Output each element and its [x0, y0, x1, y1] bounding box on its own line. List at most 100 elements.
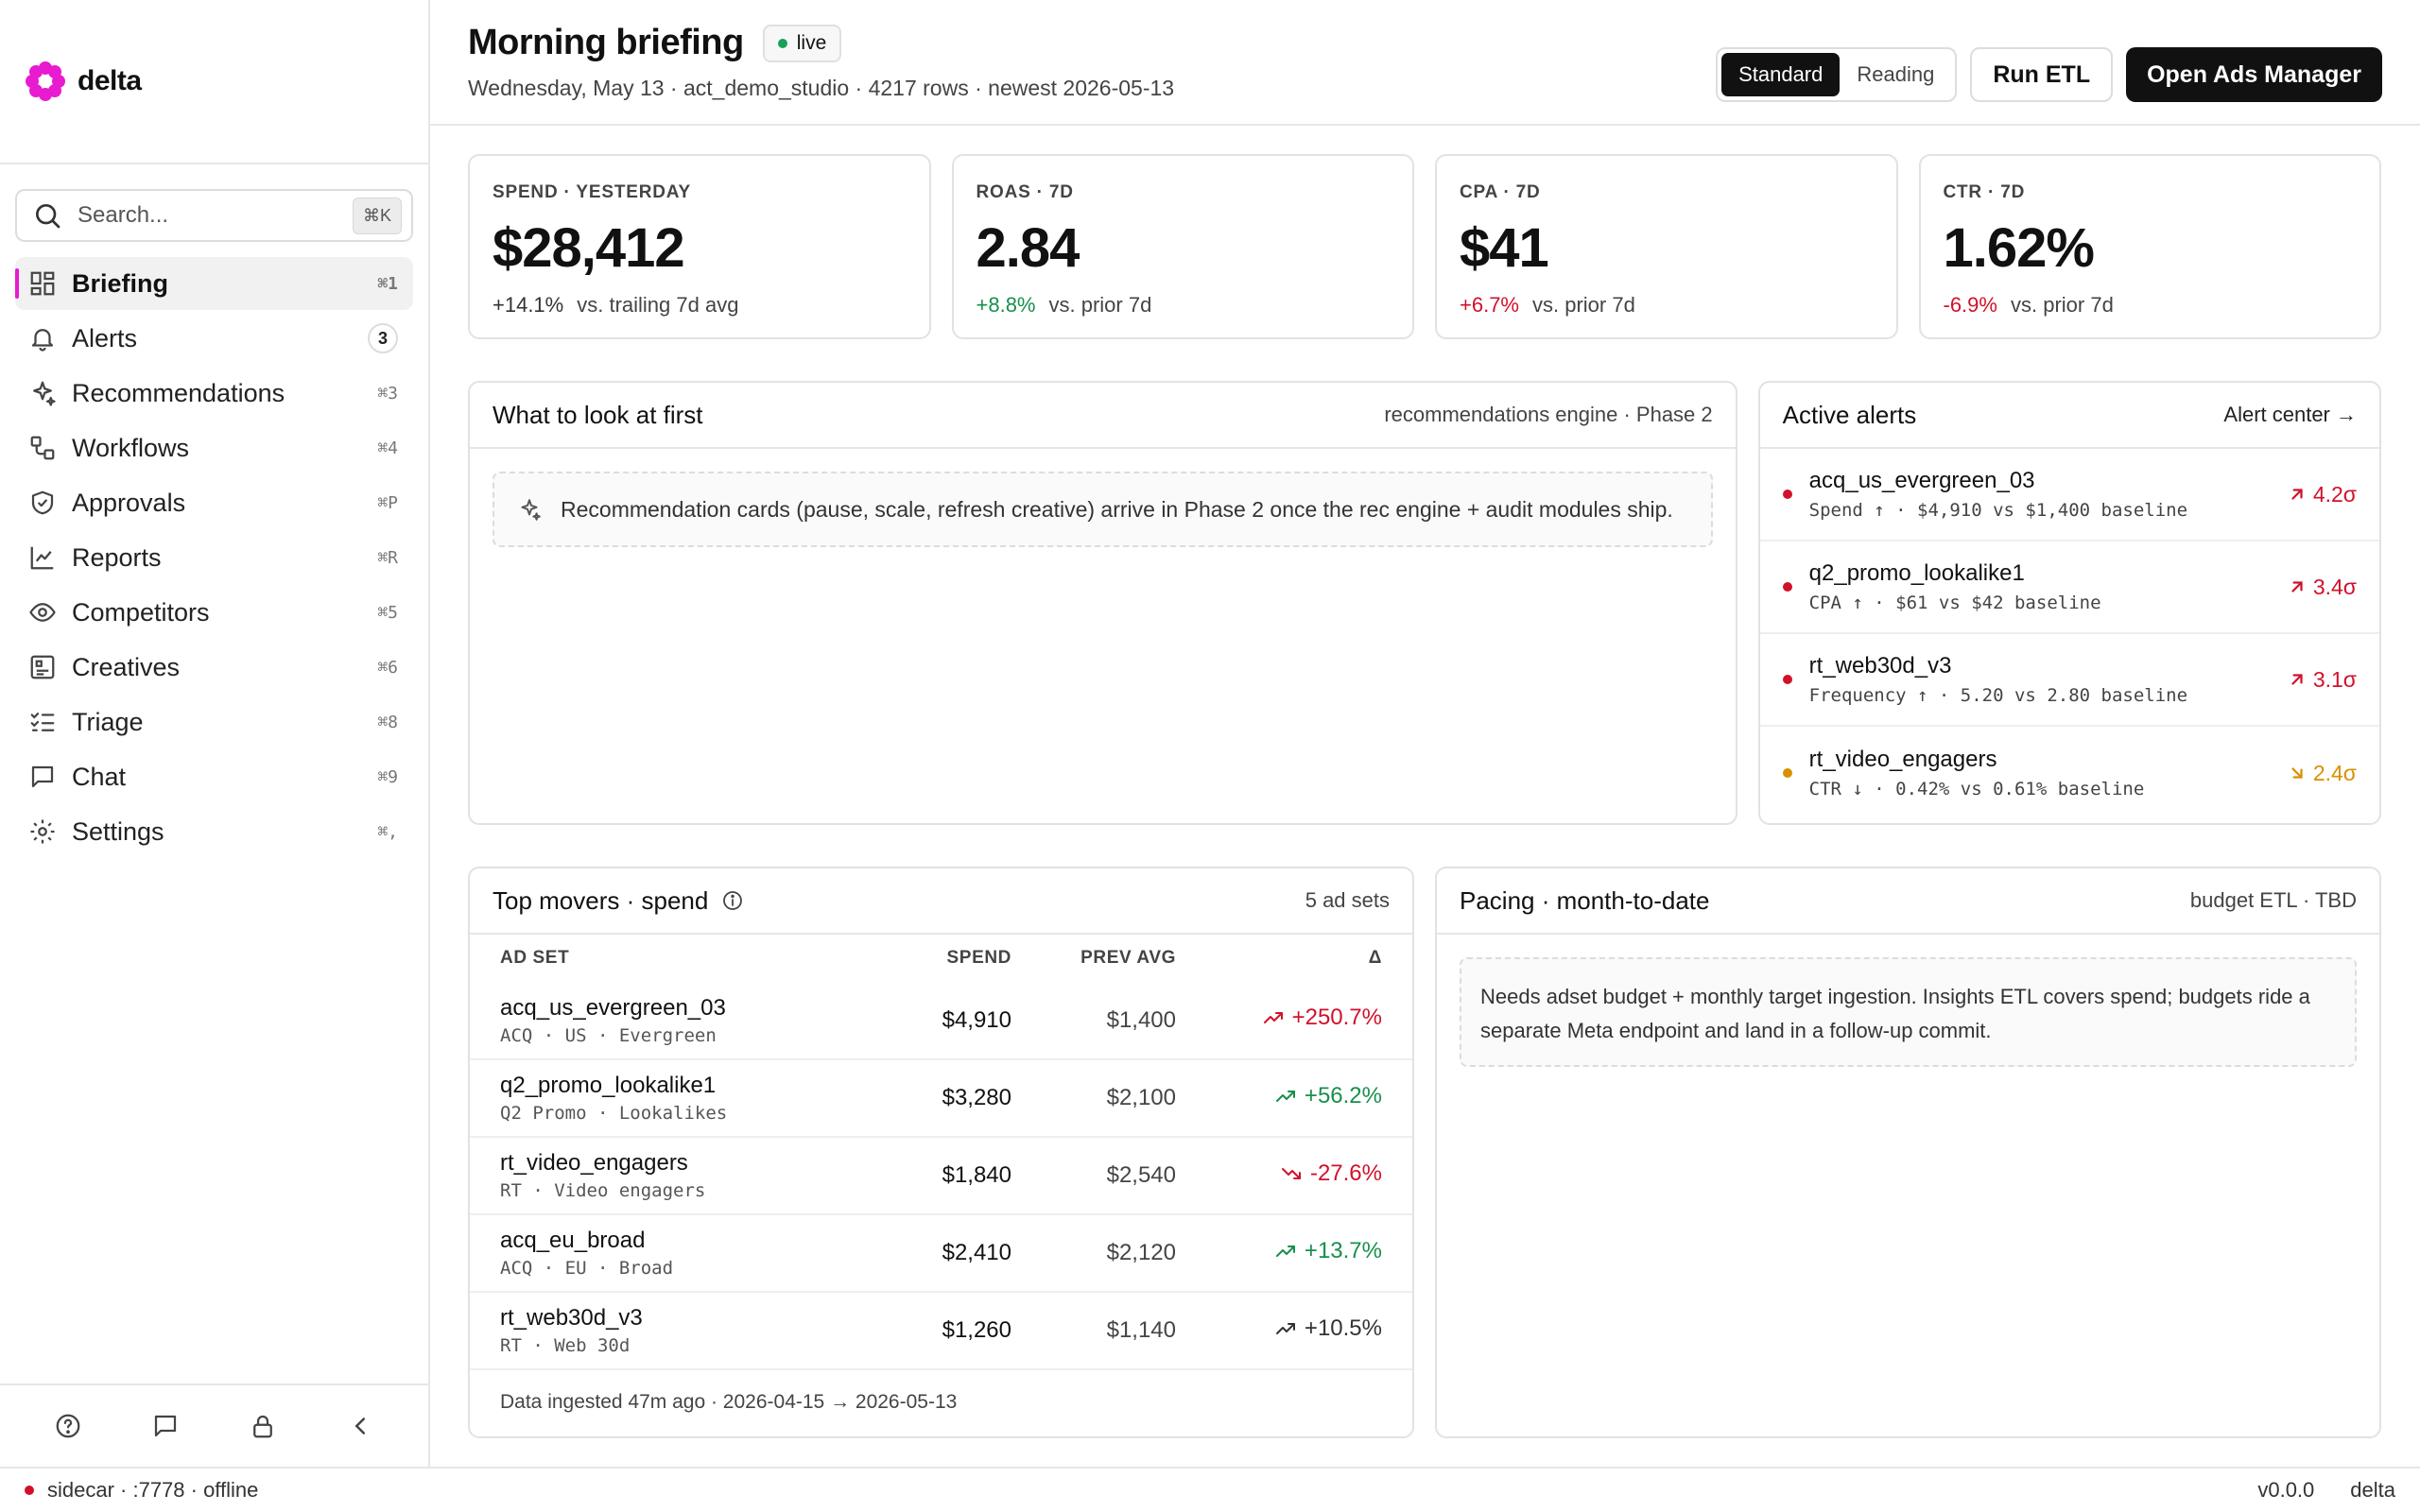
- view-reading-button[interactable]: Reading: [1857, 62, 1935, 86]
- shield-check-icon: [31, 490, 54, 515]
- col-spend[interactable]: SPEND: [946, 948, 1011, 968]
- kpi-compare: vs. prior 7d: [1048, 293, 1152, 317]
- sidebar-item-alerts[interactable]: Alerts 3: [15, 312, 413, 365]
- eye-icon: [29, 603, 56, 622]
- adset-sub: ACQ · EU · Broad: [500, 1258, 674, 1279]
- col-adset[interactable]: AD SET: [500, 948, 570, 968]
- sidebar-item-briefing[interactable]: Briefing ⌘1: [15, 257, 413, 310]
- alert-item[interactable]: rt_video_engagers CTR ↓ · 0.42% vs 0.61%…: [1760, 727, 2379, 819]
- alert-center-link[interactable]: Alert center →: [2223, 403, 2357, 426]
- run-etl-button[interactable]: Run ETL: [1970, 47, 2114, 102]
- sidebar-item-label: Reports: [72, 542, 162, 572]
- list-checks-icon: [30, 713, 55, 731]
- sidebar-item-creatives[interactable]: Creatives ⌘6: [15, 641, 413, 694]
- sidebar-item-label: Competitors: [72, 597, 210, 627]
- panel-meta: 5 ad sets: [1305, 888, 1390, 912]
- kpi-value: $41: [1460, 217, 1549, 279]
- row-insights: What to look at first recommendations en…: [468, 381, 2381, 825]
- help-icon[interactable]: [54, 1412, 82, 1440]
- delta-cell: +13.7%: [1304, 1237, 1382, 1263]
- shortcut-hint: ⌘8: [377, 712, 398, 732]
- alert-item[interactable]: rt_web30d_v3 Frequency ↑ · 5.20 vs 2.80 …: [1759, 634, 2379, 727]
- sidebar-item-chat[interactable]: Chat ⌘9: [15, 750, 413, 803]
- table-row[interactable]: q2_promo_lookalike1 Q2 Promo · Lookalikes…: [470, 1059, 1412, 1138]
- panel-meta: recommendations engine · Phase 2: [1384, 403, 1713, 426]
- kpi-card-spend[interactable]: SPEND · YESTERDAY $28,412 +14.1% vs. trai…: [468, 154, 931, 339]
- sidebar-item-settings[interactable]: Settings ⌘,: [15, 805, 413, 858]
- alert-list: acq_us_evergreen_03 Spend ↑ · $4,910 vs …: [1759, 449, 2379, 819]
- severity-dot: [1782, 768, 1792, 778]
- view-standard-button[interactable]: Standard: [1721, 53, 1841, 96]
- sidebar-item-label: Approvals: [72, 488, 186, 517]
- table-row[interactable]: rt_video_engagers RT · Video engagers $1,…: [470, 1137, 1412, 1215]
- alert-item[interactable]: acq_us_evergreen_03 Spend ↑ · $4,910 vs …: [1759, 449, 2379, 541]
- collapse-sidebar-icon[interactable]: [346, 1412, 374, 1440]
- table-row[interactable]: acq_us_evergreen_03 ACQ · US · Evergreen …: [470, 982, 1412, 1060]
- brand-name: delta: [78, 65, 142, 96]
- spend-cell: $2,410: [841, 1214, 1011, 1293]
- kpi-value: 2.84: [976, 217, 1080, 279]
- sidebar-item-reports[interactable]: Reports ⌘R: [15, 531, 413, 584]
- sidebar-item-label: Briefing: [72, 268, 169, 298]
- table-row[interactable]: rt_web30d_v3 RT · Web 30d $1,260 $1,140 +…: [470, 1292, 1412, 1370]
- kpi-label: CTR · 7D: [1943, 182, 2026, 202]
- col-delta[interactable]: Δ: [1368, 948, 1382, 968]
- spend-cell: $4,910: [841, 982, 1011, 1060]
- sidebar-item-competitors[interactable]: Competitors ⌘5: [15, 586, 413, 639]
- sidebar-item-triage[interactable]: Triage ⌘8: [15, 696, 413, 748]
- table-row[interactable]: acq_eu_broad ACQ · EU · Broad $2,410 $2,1…: [470, 1214, 1412, 1293]
- sidebar-item-label: Recommendations: [72, 378, 285, 407]
- sidebar-item-approvals[interactable]: Approvals ⌘P: [15, 476, 413, 529]
- sidebar-item-label: Settings: [72, 816, 164, 846]
- alert-sigma: 4.2σ: [2312, 481, 2357, 507]
- shortcut-hint: ⌘,: [377, 821, 398, 842]
- adset-name: acq_eu_broad: [500, 1228, 646, 1253]
- shortcut-hint: ⌘3: [377, 383, 398, 404]
- sidecar-status[interactable]: sidecar · :7778 · offline: [47, 1478, 259, 1502]
- sparkles-icon: [521, 499, 541, 521]
- pacing-placeholder: Needs adset budget + monthly target inge…: [1460, 957, 2357, 1067]
- prev-avg-cell: $2,100: [1011, 1059, 1176, 1138]
- adset-name: acq_us_evergreen_03: [500, 994, 726, 1021]
- alert-item[interactable]: q2_promo_lookalike1 CPA ↑ · $61 vs $42 b…: [1759, 541, 2379, 634]
- table-header-row: AD SET SPEND PREV AVG Δ: [470, 935, 1412, 982]
- alert-detail: CPA ↑ · $61 vs $42 baseline: [1808, 593, 2101, 613]
- kpi-card-ctr[interactable]: CTR · 7D 1.62% -6.9% vs. prior 7d: [1918, 154, 2381, 339]
- alert-detail: Spend ↑ · $4,910 vs $1,400 baseline: [1808, 500, 2188, 521]
- adset-sub: Q2 Promo · Lookalikes: [500, 1103, 728, 1124]
- search-box[interactable]: Search... ⌘K: [15, 189, 413, 242]
- shortcut-hint: ⌘R: [377, 547, 398, 568]
- sidebar-item-workflows[interactable]: Workflows ⌘4: [15, 421, 413, 474]
- severity-dot: [1782, 490, 1792, 499]
- kpi-delta: +14.1%: [493, 293, 564, 317]
- trending-down-icon: [1281, 1167, 1301, 1179]
- col-prev-avg[interactable]: PREV AVG: [1080, 948, 1176, 968]
- recommendations-placeholder: Recommendation cards (pause, scale, refr…: [493, 472, 1713, 547]
- sidebar-item-recommendations[interactable]: Recommendations ⌘3: [15, 367, 413, 420]
- trending-up-icon: [1275, 1245, 1295, 1257]
- kpi-card-roas[interactable]: ROAS · 7D 2.84 +8.8% vs. prior 7d: [951, 154, 1414, 339]
- lock-icon[interactable]: [249, 1412, 277, 1440]
- arrow-down-right-icon: [2291, 767, 2303, 779]
- panel-title: Pacing · month-to-date: [1460, 885, 1710, 915]
- kpi-card-cpa[interactable]: CPA · 7D $41 +6.7% vs. prior 7d: [1435, 154, 1898, 339]
- shortcut-hint: ⌘1: [377, 273, 398, 294]
- layout-grid-icon: [30, 271, 55, 296]
- delta-logo-icon: [26, 61, 65, 101]
- open-ads-manager-button[interactable]: Open Ads Manager: [2126, 47, 2382, 102]
- status-bar: sidecar · :7778 · offline v0.0.0 delta: [0, 1467, 2420, 1512]
- trending-up-icon: [1275, 1090, 1295, 1102]
- kpi-delta: +8.8%: [976, 293, 1036, 317]
- search-placeholder[interactable]: Search...: [78, 202, 169, 228]
- spend-cell: $1,260: [841, 1292, 1011, 1370]
- spend-cell: $1,840: [841, 1137, 1011, 1215]
- feedback-icon[interactable]: [151, 1412, 180, 1440]
- info-icon[interactable]: [721, 889, 744, 912]
- arrow-up-right-icon: [2291, 489, 2303, 500]
- brand[interactable]: delta: [0, 0, 428, 164]
- sidebar-item-label: Creatives: [72, 652, 181, 681]
- delta-cell: +250.7%: [1291, 1005, 1382, 1030]
- kpi-label: SPEND · YESTERDAY: [493, 182, 691, 202]
- shortcut-hint: ⌘P: [377, 492, 398, 513]
- sidebar-item-label: Alerts: [72, 323, 138, 352]
